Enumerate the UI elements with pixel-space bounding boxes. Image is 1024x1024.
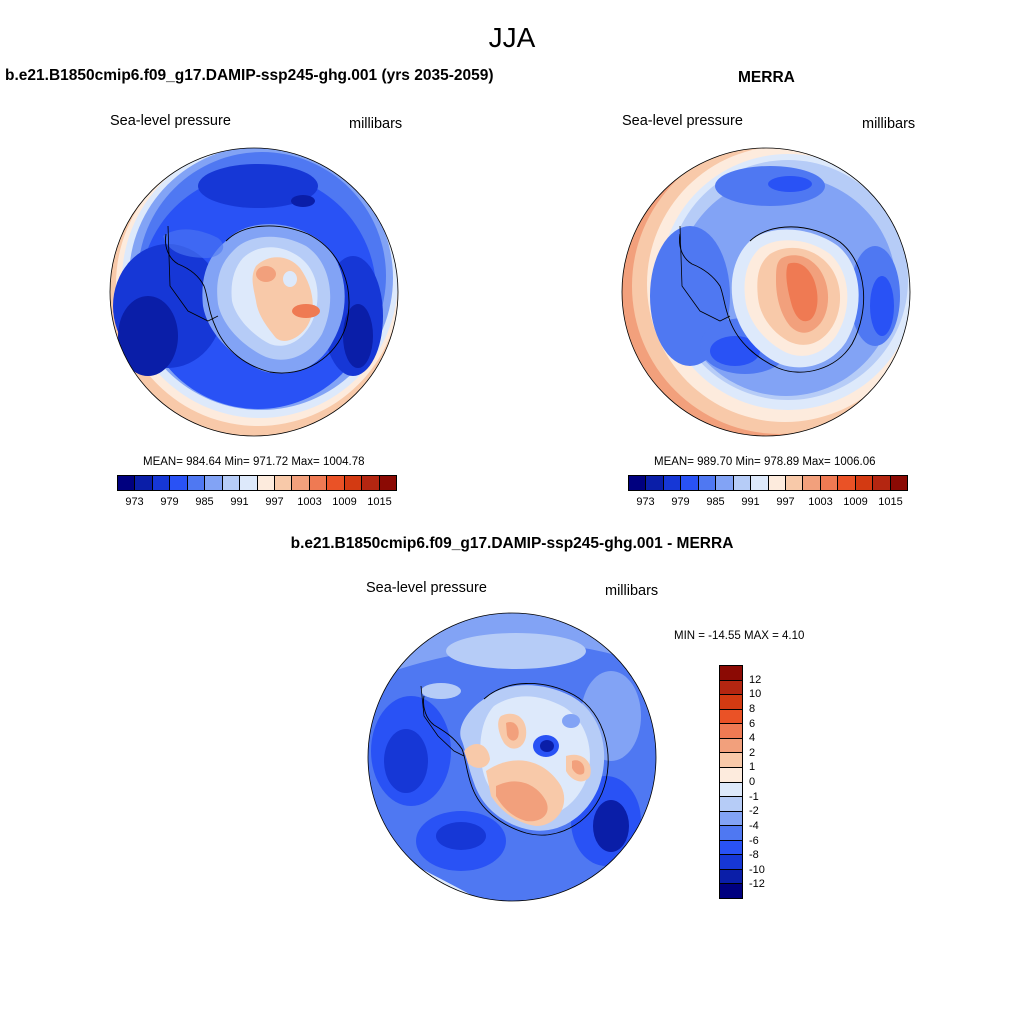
colorbar-tick-label: 1015 xyxy=(367,496,392,508)
colorbar-swatch xyxy=(118,476,136,490)
colorbar-swatch xyxy=(720,753,742,768)
colorbar-swatch xyxy=(257,476,275,490)
colorbar-tick-label: 6 xyxy=(749,717,756,730)
colorbar-swatch xyxy=(205,476,223,490)
colorbar-swatch xyxy=(720,797,742,812)
colorbar-tick-label: 997 xyxy=(776,496,795,508)
diff-units-label: millibars xyxy=(605,583,659,599)
colorbar-tick-label: -2 xyxy=(749,805,759,818)
obs-polar-map xyxy=(621,147,911,437)
diff-variable-label: Sea-level pressure xyxy=(366,580,487,596)
colorbar-swatch xyxy=(698,476,717,490)
colorbar-tick-label: 0 xyxy=(749,776,756,788)
colorbar-swatch xyxy=(720,767,742,783)
colorbar-swatch xyxy=(720,840,742,856)
page-title: JJA xyxy=(488,22,536,53)
colorbar-swatch xyxy=(629,476,647,490)
model-stats: MEAN= 984.64 Min= 971.72 Max= 1004.78 xyxy=(143,456,365,468)
colorbar-swatch xyxy=(135,476,153,490)
colorbar-swatch xyxy=(720,811,742,827)
obs-colorbar xyxy=(628,475,908,491)
colorbar-tick-label: -4 xyxy=(749,819,759,832)
colorbar-swatch xyxy=(720,666,742,681)
obs-units-label: millibars xyxy=(862,116,916,132)
diff-panel-title: b.e21.B1850cmip6.f09_g17.DAMIP-ssp245-gh… xyxy=(290,535,734,552)
colorbar-swatch xyxy=(663,476,682,490)
colorbar-swatch xyxy=(240,476,258,490)
colorbar-tick-label: 985 xyxy=(195,496,214,508)
colorbar-swatch xyxy=(785,476,804,490)
colorbar-swatch xyxy=(838,476,856,490)
colorbar-swatch xyxy=(873,476,891,490)
colorbar-tick-label: 973 xyxy=(636,496,655,508)
obs-panel-title: MERRA xyxy=(738,69,795,86)
colorbar-tick-label: 1015 xyxy=(878,496,903,508)
colorbar-tick-label: 1003 xyxy=(808,496,833,508)
colorbar-swatch xyxy=(327,476,345,490)
colorbar-swatch xyxy=(720,695,742,710)
colorbar-swatch xyxy=(222,476,241,490)
colorbar-swatch xyxy=(292,476,310,490)
obs-stats: MEAN= 989.70 Min= 978.89 Max= 1006.06 xyxy=(654,456,876,468)
colorbar-swatch xyxy=(720,680,742,696)
colorbar-swatch xyxy=(720,869,742,885)
colorbar-swatch xyxy=(855,476,874,490)
colorbar-tick-label: -12 xyxy=(749,878,765,891)
colorbar-swatch xyxy=(274,476,293,490)
colorbar-swatch xyxy=(720,826,742,841)
colorbar-swatch xyxy=(768,476,786,490)
colorbar-swatch xyxy=(803,476,821,490)
diff-stats: MIN = -14.55 MAX = 4.10 xyxy=(674,630,805,642)
model-panel-title: b.e21.B1850cmip6.f09_g17.DAMIP-ssp245-gh… xyxy=(5,67,494,84)
model-variable-label: Sea-level pressure xyxy=(110,113,231,129)
colorbar-swatch xyxy=(362,476,380,490)
colorbar-swatch xyxy=(720,855,742,870)
colorbar-swatch xyxy=(344,476,363,490)
colorbar-tick-label: 12 xyxy=(749,673,762,686)
colorbar-swatch xyxy=(820,476,839,490)
colorbar-tick-label: 979 xyxy=(160,496,179,508)
colorbar-swatch xyxy=(681,476,699,490)
colorbar-swatch xyxy=(379,476,396,490)
colorbar-tick-label: 985 xyxy=(706,496,725,508)
colorbar-tick-label: 1003 xyxy=(297,496,322,508)
colorbar-swatch xyxy=(716,476,734,490)
model-units-label: millibars xyxy=(349,116,403,132)
colorbar-tick-label: 973 xyxy=(125,496,144,508)
model-polar-map xyxy=(109,147,399,437)
colorbar-swatch xyxy=(309,476,328,490)
colorbar-swatch xyxy=(646,476,664,490)
colorbar-swatch xyxy=(720,709,742,725)
colorbar-tick-label: -8 xyxy=(749,849,759,862)
colorbar-tick-label: -6 xyxy=(749,834,759,847)
colorbar-tick-label: 10 xyxy=(749,688,762,701)
colorbar-tick-label: 997 xyxy=(265,496,284,508)
colorbar-swatch xyxy=(751,476,769,490)
colorbar-swatch xyxy=(720,738,742,754)
colorbar-swatch xyxy=(152,476,171,490)
diff-polar-map xyxy=(367,612,657,902)
colorbar-swatch xyxy=(733,476,752,490)
colorbar-swatch xyxy=(170,476,188,490)
colorbar-tick-label: -1 xyxy=(749,790,759,803)
colorbar-swatch xyxy=(187,476,206,490)
colorbar-swatch xyxy=(720,724,742,739)
colorbar-tick-label: 991 xyxy=(741,496,760,508)
colorbar-tick-label: 4 xyxy=(749,732,756,745)
colorbar-swatch xyxy=(720,782,742,798)
colorbar-tick-label: 1009 xyxy=(332,496,357,508)
colorbar-swatch xyxy=(720,884,742,898)
model-colorbar xyxy=(117,475,397,491)
diff-colorbar xyxy=(719,665,743,899)
obs-variable-label: Sea-level pressure xyxy=(622,113,743,129)
colorbar-tick-label: 991 xyxy=(230,496,249,508)
colorbar-tick-label: 979 xyxy=(671,496,690,508)
colorbar-tick-label: -10 xyxy=(749,863,765,876)
colorbar-tick-label: 8 xyxy=(749,702,756,715)
colorbar-tick-label: 2 xyxy=(749,746,756,759)
colorbar-tick-label: 1009 xyxy=(843,496,868,508)
colorbar-swatch xyxy=(890,476,907,490)
colorbar-tick-label: 1 xyxy=(749,761,756,774)
